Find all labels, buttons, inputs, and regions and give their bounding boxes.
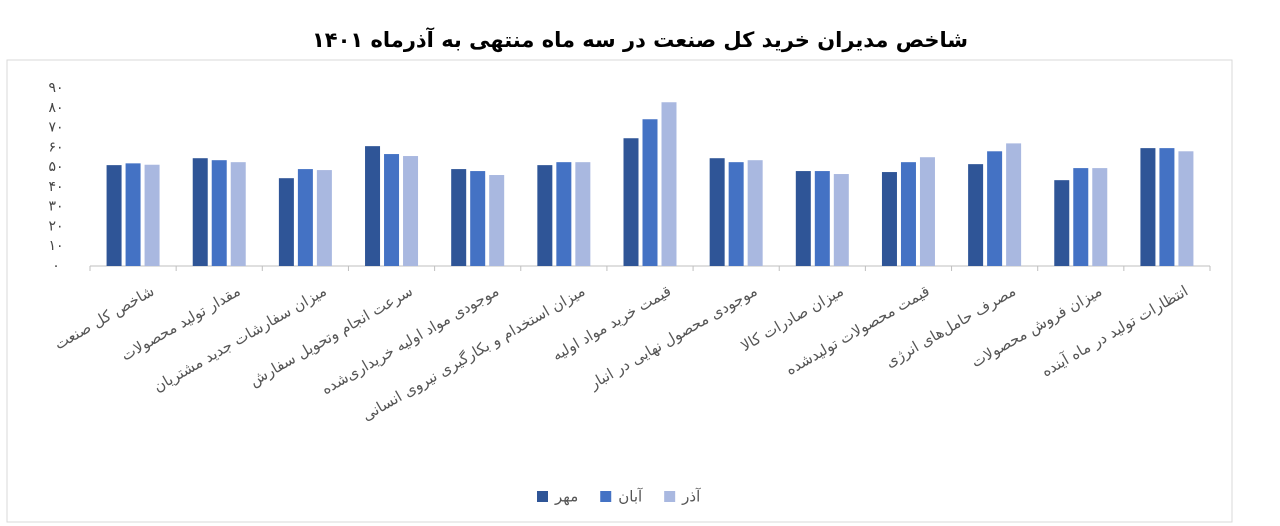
bar — [489, 175, 505, 266]
bar — [575, 162, 591, 266]
y-tick-label: ۶۰ — [48, 139, 63, 155]
y-tick-label: ۲۰ — [48, 218, 63, 234]
bar — [968, 164, 984, 266]
y-tick-label: ۱۰ — [48, 238, 63, 254]
bar — [642, 119, 658, 266]
bar — [987, 151, 1003, 266]
x-tick-label: انتظارات تولید در ماه آینده — [1038, 282, 1191, 381]
bar — [747, 160, 763, 266]
bar — [556, 162, 572, 266]
y-tick-label: ۸۰ — [48, 100, 63, 116]
chart-frame — [6, 59, 1233, 523]
bar — [230, 162, 246, 266]
bar — [1092, 168, 1108, 266]
legend-swatch — [537, 491, 548, 502]
y-tick-label: ۳۰ — [48, 199, 63, 215]
bar — [1054, 180, 1070, 266]
bar — [144, 164, 160, 266]
legend-swatch — [600, 491, 612, 502]
bar — [881, 172, 897, 266]
bar — [661, 102, 677, 267]
legend-label: آذر — [681, 488, 701, 506]
y-tick-label: ۵۰ — [48, 159, 63, 175]
bar — [403, 156, 419, 266]
bar — [278, 178, 294, 266]
x-tick-label: قیمت محصولات تولیدشده — [783, 282, 933, 379]
bar — [537, 165, 553, 266]
bar — [470, 171, 486, 266]
legend-swatch — [664, 491, 676, 502]
bar — [316, 170, 332, 266]
y-tick-label: ۹۰ — [48, 80, 63, 96]
bar — [814, 171, 830, 266]
bar — [365, 146, 381, 266]
bar — [192, 158, 208, 266]
bar — [384, 154, 400, 266]
chart-title: شاخص مدیران خرید کل صنعت در سه ماه منتهی… — [312, 27, 968, 52]
legend-label: آبان — [618, 488, 643, 506]
y-tick-label: ۰ — [52, 258, 60, 274]
legend-label: مهر — [554, 488, 578, 506]
bar — [1178, 151, 1194, 266]
y-tick-label: ۴۰ — [48, 179, 63, 195]
bar — [211, 160, 227, 266]
bar — [1073, 168, 1089, 266]
bar — [900, 162, 916, 266]
bar — [623, 138, 639, 266]
bar — [1006, 143, 1022, 266]
bar — [709, 158, 725, 266]
bar — [795, 171, 811, 266]
bar — [451, 169, 467, 266]
bar — [833, 174, 849, 266]
x-tick-label: سرعت انجام وتحویل سفارش — [246, 282, 416, 390]
bar — [125, 163, 141, 266]
bar — [106, 165, 122, 266]
y-tick-label: ۷۰ — [48, 120, 63, 136]
bar — [1140, 148, 1156, 266]
bar — [1159, 148, 1175, 266]
bar — [297, 169, 313, 266]
bar — [919, 157, 935, 266]
x-tick-label: موجودی محصول نهایی در انبار — [585, 282, 760, 393]
bar — [728, 162, 744, 266]
